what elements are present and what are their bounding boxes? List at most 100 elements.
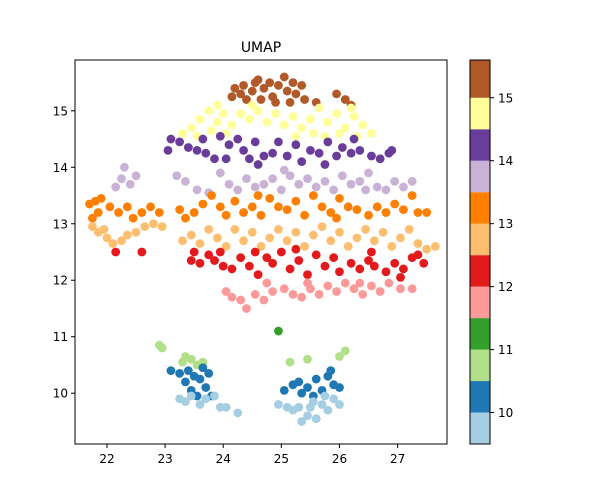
scatter-point (230, 196, 240, 206)
scatter-point (384, 278, 394, 288)
y-tick-label: 15 (53, 104, 68, 118)
scatter-point (239, 236, 248, 246)
colorbar-frame (469, 59, 491, 445)
scatter-point (314, 148, 324, 158)
scatter-point (122, 230, 132, 240)
scatter-point (224, 140, 234, 150)
scatter-point (381, 185, 391, 195)
scatter-point (259, 83, 269, 93)
scatter-point (343, 241, 353, 251)
scatter-point (285, 357, 295, 367)
scatter-point (195, 374, 205, 384)
scatter-point (128, 213, 138, 223)
scatter-point (236, 295, 246, 305)
scatter-point (265, 78, 275, 87)
scatter-point (285, 97, 295, 107)
scatter-point (227, 264, 237, 274)
scatter-point (396, 233, 405, 243)
scatter-point (364, 256, 373, 265)
scatter-point (166, 134, 176, 144)
scatter-point (198, 363, 208, 373)
scatter-point (349, 284, 359, 294)
scatter-point (279, 120, 289, 130)
scatter-point (253, 106, 263, 116)
colorbar-band (470, 349, 490, 382)
scatter-point (282, 151, 292, 161)
scatter-point (210, 154, 219, 164)
scatter-point (259, 295, 269, 305)
cluster-series-8 (274, 326, 283, 336)
scatter-point (111, 247, 121, 257)
scatter-point (335, 267, 344, 277)
scatter-point (154, 208, 164, 217)
scatter-point (320, 261, 330, 271)
scatter-point (355, 145, 365, 155)
scatter-point (215, 247, 225, 257)
scatter-point (358, 120, 368, 130)
scatter-point (105, 202, 115, 212)
scatter-point (122, 202, 132, 212)
scatter-point (172, 171, 182, 181)
scatter-point (282, 205, 292, 215)
scatter-point (326, 208, 336, 217)
scatter-point (175, 205, 185, 215)
scatter-point (361, 185, 371, 195)
scatter-point (210, 256, 219, 265)
scatter-point (340, 95, 350, 104)
scatter-point (294, 402, 304, 412)
scatter-point (120, 162, 129, 172)
scatter-point (332, 89, 341, 99)
scatter-point (396, 284, 405, 294)
scatter-point (204, 106, 214, 116)
scatter-point (195, 239, 205, 248)
scatter-point (346, 148, 356, 158)
scatter-point (279, 385, 289, 395)
scatter-point (413, 250, 423, 260)
scatter-point (131, 227, 141, 237)
colorbar-band (470, 412, 490, 444)
colorbar-band (470, 60, 490, 98)
scatter-point (291, 227, 301, 237)
cluster-series-11 (175, 391, 344, 426)
scatter-point (201, 148, 211, 158)
scatter-point (311, 250, 321, 260)
scatter-point (294, 377, 304, 387)
scatter-point (303, 174, 312, 183)
scatter-point (372, 202, 382, 212)
scatter-point (407, 177, 417, 186)
scatter-point (201, 394, 211, 404)
scatter-point (407, 191, 417, 200)
scatter-point (335, 129, 344, 138)
cluster-series-3 (111, 162, 417, 198)
scatter-point (186, 256, 196, 265)
scatter-point (279, 165, 289, 175)
cluster-series-2 (163, 131, 397, 169)
scatter-point (207, 126, 216, 135)
x-tick-label: 25 (274, 452, 289, 466)
scatter-point (369, 261, 379, 271)
scatter-point (288, 78, 298, 87)
x-tick-label: 22 (99, 452, 114, 466)
scatter-point (308, 397, 318, 407)
scatter-point (250, 247, 260, 257)
colorbar-band (470, 318, 490, 350)
scatter-point (358, 289, 368, 299)
scatter-point (189, 247, 199, 257)
scatter-point (274, 202, 283, 212)
scatter-point (244, 154, 254, 164)
scatter-point (183, 143, 193, 152)
scatter-point (213, 233, 222, 243)
scatter-point (375, 154, 385, 164)
scatter-point (346, 103, 356, 113)
scatter-point (256, 95, 266, 104)
scatter-point (146, 202, 155, 212)
scatter-point (233, 185, 243, 195)
scatter-point (352, 233, 362, 243)
scatter-point (102, 233, 112, 243)
colorbar-band (470, 255, 490, 287)
scatter-point (192, 185, 202, 195)
scatter-point (311, 182, 321, 192)
scatter-point (317, 222, 327, 231)
scatter-point (387, 241, 397, 251)
